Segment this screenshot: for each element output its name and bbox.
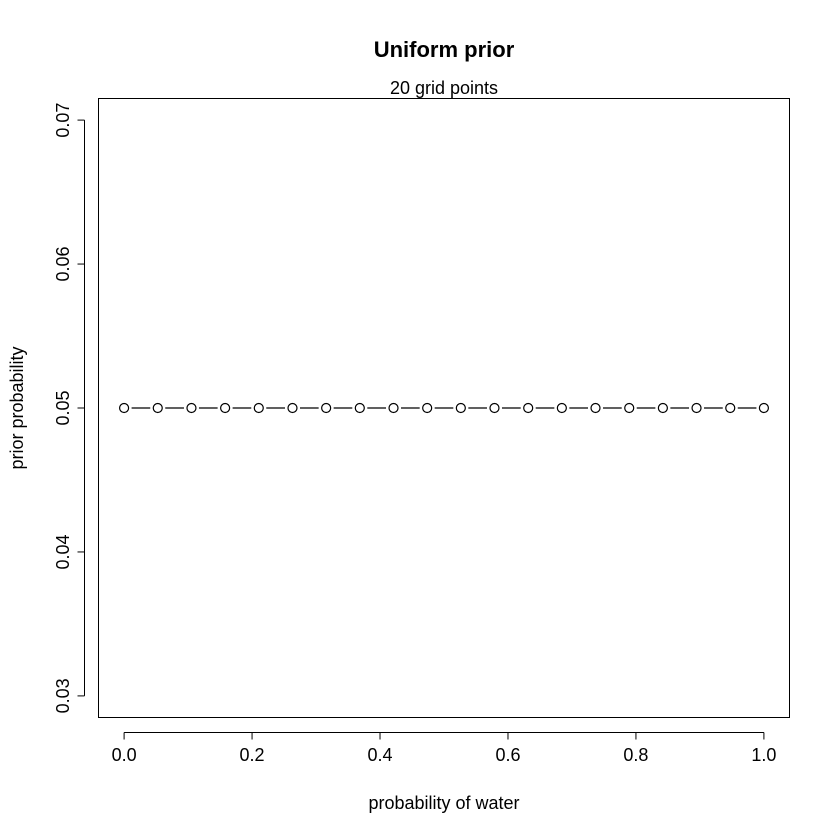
x-tick-label: 0.0: [112, 745, 137, 765]
x-tick-label: 0.2: [240, 745, 265, 765]
data-point: [489, 402, 500, 414]
x-tick-label: 0.4: [368, 745, 393, 765]
data-point: [220, 402, 231, 414]
data-point: [253, 402, 264, 414]
data-point: [556, 402, 567, 414]
data-point: [590, 402, 601, 414]
data-point: [455, 402, 466, 414]
data-point: [287, 402, 298, 414]
x-tick-label: 0.8: [623, 745, 648, 765]
data-point: [354, 402, 365, 414]
data-point: [691, 402, 702, 414]
data-point: [388, 402, 399, 414]
x-axis: 0.0 0.2 0.4 0.6 0.8 1.0: [112, 732, 776, 765]
y-tick-label: 0.03: [53, 678, 73, 713]
data-point: [152, 402, 163, 414]
y-tick-label: 0.06: [53, 247, 73, 282]
data-point: [725, 402, 736, 414]
data-point: [523, 402, 534, 414]
data-point: [657, 402, 668, 414]
y-axis-label: prior probability: [7, 346, 27, 469]
chart-subtitle: 20 grid points: [390, 78, 498, 98]
y-tick-label: 0.04: [53, 534, 73, 569]
y-axis: 0.03 0.04 0.05 0.06 0.07: [53, 103, 85, 713]
data-point: [186, 402, 197, 414]
data-point: [624, 402, 635, 414]
x-tick-label: 1.0: [751, 745, 776, 765]
data-point: [758, 402, 770, 414]
chart-title: Uniform prior: [374, 37, 515, 62]
y-tick-label: 0.05: [53, 390, 73, 425]
series-layer: [118, 402, 770, 414]
data-point: [118, 402, 130, 414]
x-tick-label: 0.6: [495, 745, 520, 765]
x-axis-label: probability of water: [368, 793, 519, 813]
y-tick-label: 0.07: [53, 103, 73, 138]
data-point: [422, 402, 433, 414]
data-point: [321, 402, 332, 414]
plot-frame: [98, 98, 790, 718]
